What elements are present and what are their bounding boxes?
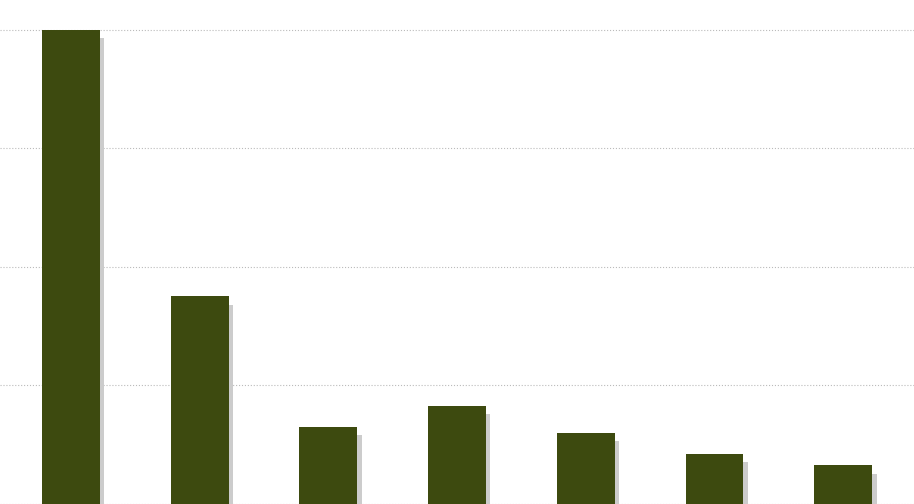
Bar — [171, 296, 228, 504]
Bar — [686, 454, 743, 504]
Bar — [303, 435, 362, 504]
Bar — [561, 441, 619, 504]
Bar — [299, 427, 357, 504]
Bar — [690, 462, 748, 504]
Bar — [814, 466, 872, 504]
Bar — [175, 305, 233, 504]
Bar — [428, 406, 486, 504]
Bar — [557, 433, 615, 504]
Bar — [432, 414, 491, 504]
Bar — [42, 30, 100, 504]
Bar — [819, 474, 877, 504]
Bar — [47, 38, 104, 504]
